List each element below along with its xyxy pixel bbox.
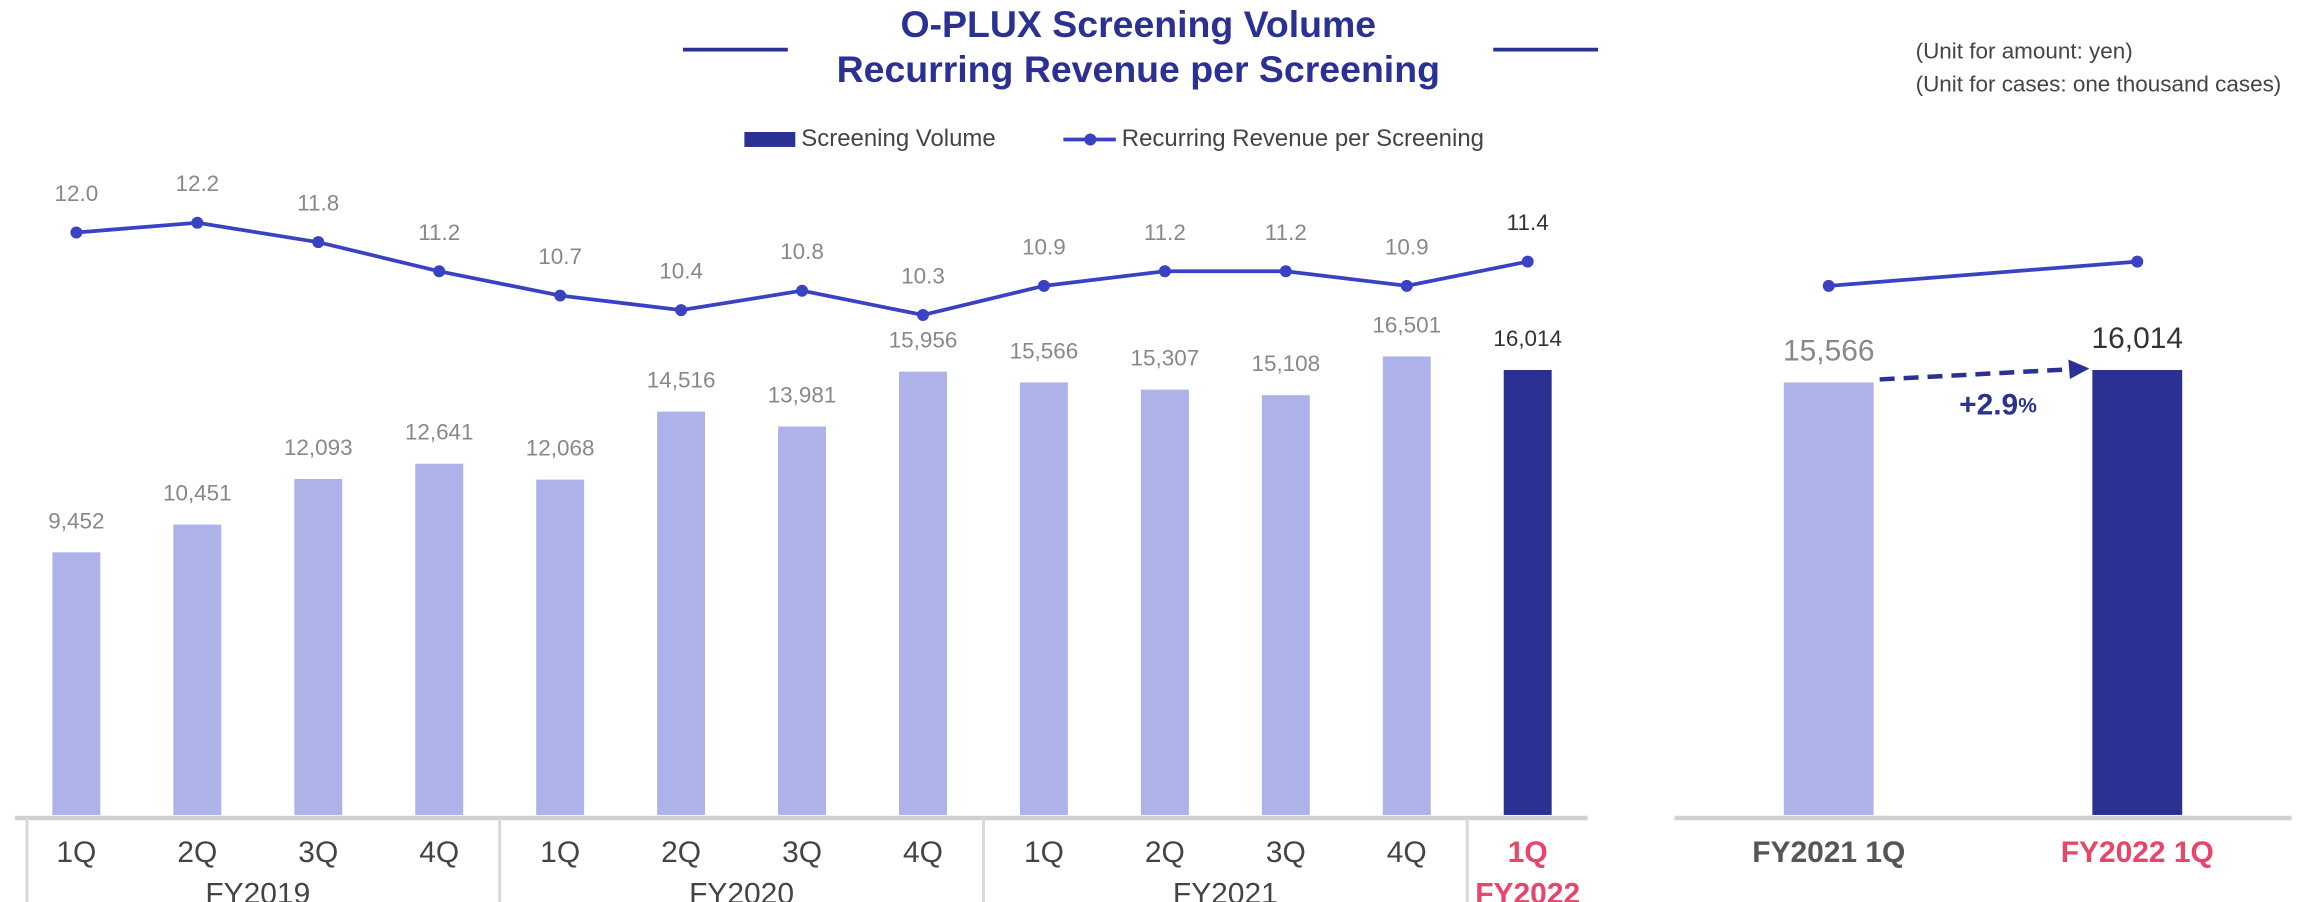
bar	[294, 478, 343, 815]
legend-label: Screening Volume	[801, 125, 995, 152]
line-value-label: 10.4	[659, 259, 703, 284]
annotation-value: +2.9	[1959, 388, 2018, 421]
line-point	[433, 265, 446, 278]
bar	[657, 411, 706, 815]
line-value-label: 10.9	[1385, 234, 1429, 259]
line-value-label: 10.3	[901, 263, 945, 288]
x-tick-label: FY2022 1Q	[2061, 836, 2214, 869]
annotation-unit: %	[2018, 394, 2037, 417]
bar-value-label: 12,068	[526, 436, 595, 461]
line	[1828, 259, 2138, 288]
x-tick-label: 2Q	[661, 836, 701, 869]
bar	[1019, 382, 1068, 815]
bar	[52, 552, 101, 815]
bar	[536, 479, 585, 815]
bar	[1503, 369, 1552, 815]
x-tick-label: 2Q	[177, 836, 217, 869]
line-value-label: 11.2	[1144, 220, 1186, 245]
bar-value-label: 15,956	[889, 328, 958, 353]
annotation: +2.9%	[1959, 388, 2037, 421]
bar	[415, 463, 464, 815]
bar-value-label: 15,108	[1251, 351, 1320, 376]
line-value-label: 10.9	[1022, 234, 1066, 259]
chart-title: O-PLUX Screening Volume	[900, 3, 1376, 45]
bar	[1382, 356, 1431, 815]
line-point	[70, 226, 83, 239]
x-tick-label: 1Q	[1508, 836, 1548, 869]
legend-label: Recurring Revenue per Screening	[1122, 125, 1484, 152]
bar-value-label: 9,452	[48, 508, 104, 533]
x-tick-label: 2Q	[1145, 836, 1185, 869]
chart-title: Recurring Revenue per Screening	[837, 48, 1440, 90]
legend-swatch	[744, 131, 796, 147]
bar	[1783, 382, 1874, 815]
line	[76, 220, 1529, 317]
bar-value-label: 16,014	[1493, 326, 1562, 351]
line-value-label: 11.4	[1507, 210, 1549, 235]
group-label: FY2020	[689, 878, 794, 902]
line-value-label: 11.8	[297, 191, 339, 216]
line-point	[675, 304, 688, 317]
line-point	[1158, 265, 1171, 278]
annotation-arrow	[1879, 366, 2072, 382]
x-tick-label: 4Q	[419, 836, 459, 869]
bar-value-label: 15,566	[1010, 338, 1079, 363]
x-tick-label: 4Q	[903, 836, 943, 869]
line-point	[1400, 279, 1413, 292]
group-label: FY2019	[205, 878, 310, 902]
line-point	[1822, 279, 1835, 292]
x-tick-label: 3Q	[782, 836, 822, 869]
line-point	[1279, 265, 1292, 278]
line-point	[1521, 255, 1534, 268]
line-value-label: 11.2	[418, 220, 460, 245]
line-point	[554, 289, 567, 302]
bar-value-label: 16,501	[1372, 312, 1441, 337]
line-point	[1037, 279, 1050, 292]
bar-value-label: 12,093	[284, 435, 353, 460]
x-tick-label: 1Q	[540, 836, 580, 869]
note: (Unit for cases: one thousand cases)	[1916, 71, 2282, 96]
line-value-label: 12.2	[175, 171, 219, 196]
line-point	[916, 308, 929, 321]
x-tick-label: 1Q	[56, 836, 96, 869]
note: (Unit for amount: yen)	[1916, 39, 2133, 64]
bar-value-label: 14,516	[647, 368, 716, 393]
line-point	[796, 284, 809, 297]
bar-value-label: 10,451	[163, 481, 232, 506]
x-tick-label: 4Q	[1387, 836, 1427, 869]
line-point	[191, 216, 204, 229]
legend-swatch	[1084, 133, 1097, 146]
bar	[1261, 395, 1310, 815]
x-tick-label: FY2021 1Q	[1752, 836, 1905, 869]
line-value-label: 11.2	[1265, 220, 1307, 245]
line-point	[312, 236, 325, 249]
bar-value-label: 12,641	[405, 420, 474, 445]
bar-value-label: 16,014	[2091, 322, 2183, 355]
annotation-arrowhead	[2068, 359, 2090, 379]
x-tick-label: 3Q	[298, 836, 338, 869]
bar	[173, 524, 222, 815]
bar	[778, 426, 827, 815]
bar	[1140, 389, 1189, 815]
group-label: FY2021	[1173, 878, 1278, 902]
bar-value-label: 13,981	[768, 382, 837, 407]
group-label: FY2022	[1475, 878, 1580, 902]
bar	[2092, 369, 2183, 815]
x-tick-label: 1Q	[1024, 836, 1064, 869]
line-value-label: 10.7	[538, 244, 582, 269]
bar-value-label: 15,307	[1131, 346, 1200, 371]
x-tick-label: 3Q	[1266, 836, 1306, 869]
line-point	[2131, 255, 2144, 268]
line-value-label: 12.0	[55, 181, 99, 206]
line-value-label: 10.8	[780, 239, 824, 264]
bar-value-label: 15,566	[1783, 334, 1875, 367]
bar	[899, 371, 947, 815]
